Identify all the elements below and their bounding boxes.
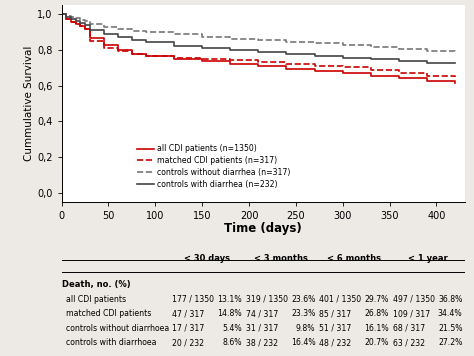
Text: 63 / 232: 63 / 232 — [393, 338, 425, 347]
Text: 21.5%: 21.5% — [438, 324, 463, 333]
Text: 51 / 317: 51 / 317 — [319, 324, 352, 333]
Text: 74 / 317: 74 / 317 — [246, 309, 278, 318]
Text: 14.8%: 14.8% — [217, 309, 242, 318]
Text: 8.6%: 8.6% — [222, 338, 242, 347]
Text: 47 / 317: 47 / 317 — [173, 309, 205, 318]
Text: 23.6%: 23.6% — [291, 295, 316, 304]
Text: < 3 months: < 3 months — [254, 253, 308, 262]
Text: < 6 months: < 6 months — [327, 253, 381, 262]
Text: matched CDI patients: matched CDI patients — [65, 309, 151, 318]
Text: 48 / 232: 48 / 232 — [319, 338, 352, 347]
Text: 20.7%: 20.7% — [365, 338, 389, 347]
Text: Death, no. (%): Death, no. (%) — [62, 280, 130, 289]
Legend: all CDI patients (n=1350), matched CDI patients (n=317), controls without diarrh: all CDI patients (n=1350), matched CDI p… — [134, 141, 294, 192]
Text: controls with diarrhoea: controls with diarrhoea — [65, 338, 156, 347]
Text: 497 / 1350: 497 / 1350 — [393, 295, 435, 304]
Text: 13.1%: 13.1% — [217, 295, 242, 304]
Text: 29.7%: 29.7% — [365, 295, 389, 304]
Text: < 1 year: < 1 year — [408, 253, 447, 262]
Text: 5.4%: 5.4% — [222, 324, 242, 333]
Text: all CDI patients: all CDI patients — [65, 295, 126, 304]
Text: 401 / 1350: 401 / 1350 — [319, 295, 362, 304]
Text: 26.8%: 26.8% — [365, 309, 389, 318]
Text: < 30 days: < 30 days — [184, 253, 230, 262]
X-axis label: Time (days): Time (days) — [224, 222, 302, 235]
Text: 109 / 317: 109 / 317 — [393, 309, 430, 318]
Text: 16.4%: 16.4% — [291, 338, 316, 347]
Text: 177 / 1350: 177 / 1350 — [173, 295, 214, 304]
Text: 34.4%: 34.4% — [438, 309, 463, 318]
Text: 20 / 232: 20 / 232 — [173, 338, 204, 347]
Text: 319 / 1350: 319 / 1350 — [246, 295, 288, 304]
Text: 38 / 232: 38 / 232 — [246, 338, 278, 347]
Text: 9.8%: 9.8% — [296, 324, 316, 333]
Text: controls without diarrhoea: controls without diarrhoea — [65, 324, 169, 333]
Text: 27.2%: 27.2% — [438, 338, 463, 347]
Text: 23.3%: 23.3% — [291, 309, 316, 318]
Text: 31 / 317: 31 / 317 — [246, 324, 278, 333]
Text: 85 / 317: 85 / 317 — [319, 309, 352, 318]
Text: 16.1%: 16.1% — [365, 324, 389, 333]
Text: 68 / 317: 68 / 317 — [393, 324, 425, 333]
Text: 17 / 317: 17 / 317 — [173, 324, 205, 333]
Text: 36.8%: 36.8% — [438, 295, 463, 304]
Y-axis label: Cummulative Survival: Cummulative Survival — [24, 46, 34, 161]
